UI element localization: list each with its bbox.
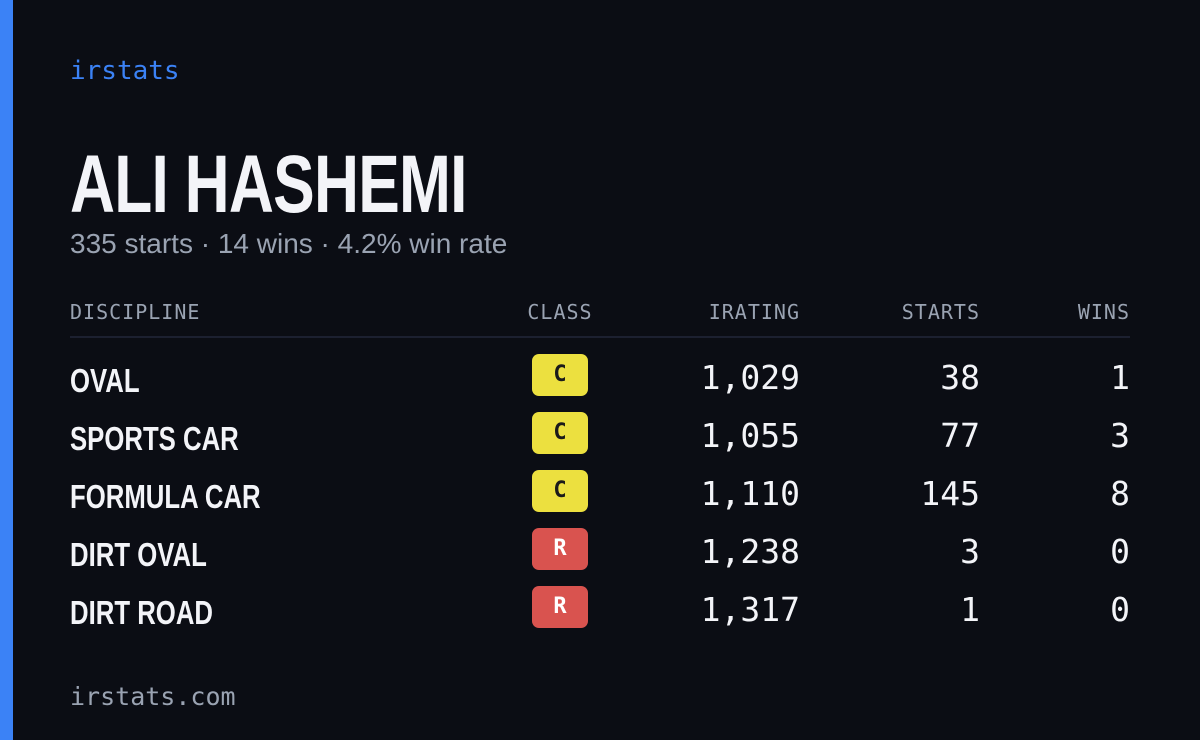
- starts: 3: [960, 532, 980, 571]
- wins: 1: [1110, 358, 1130, 397]
- starts: 145: [920, 474, 980, 513]
- discipline: DIRT OVAL: [70, 536, 207, 573]
- class-badge: C: [532, 412, 588, 454]
- header-rule: [70, 336, 1130, 338]
- irating: 1,238: [700, 532, 800, 571]
- wins: 0: [1110, 532, 1130, 571]
- class-badge: R: [532, 528, 588, 570]
- driver-name: ALI HASHEMI: [70, 139, 467, 230]
- column-header: CLASS: [527, 300, 593, 324]
- starts: 77: [940, 416, 980, 455]
- brand: irstats: [70, 56, 180, 86]
- column-header: IRATING: [708, 300, 800, 324]
- wins: 3: [1110, 416, 1130, 455]
- column-header: STARTS: [901, 300, 980, 324]
- class-badge: C: [532, 470, 588, 512]
- wins: 8: [1110, 474, 1130, 513]
- summary: 335 starts · 14 wins · 4.2% win rate: [70, 228, 508, 259]
- wins: 0: [1110, 590, 1130, 629]
- starts: 38: [940, 358, 980, 397]
- class-badge: C: [532, 354, 588, 396]
- irating: 1,110: [700, 474, 800, 513]
- discipline: OVAL: [70, 362, 140, 399]
- footer: irstats.com: [70, 682, 236, 711]
- starts: 1: [960, 590, 980, 629]
- irating: 1,029: [700, 358, 800, 397]
- accent-stripe: [0, 0, 13, 740]
- discipline: FORMULA CAR: [70, 478, 261, 515]
- irating: 1,055: [700, 416, 800, 455]
- class-badge: R: [532, 586, 588, 628]
- column-header: DISCIPLINE: [70, 300, 201, 324]
- discipline: DIRT ROAD: [70, 594, 213, 631]
- column-header: WINS: [1077, 300, 1130, 324]
- discipline: SPORTS CAR: [70, 420, 239, 457]
- irating: 1,317: [700, 590, 800, 629]
